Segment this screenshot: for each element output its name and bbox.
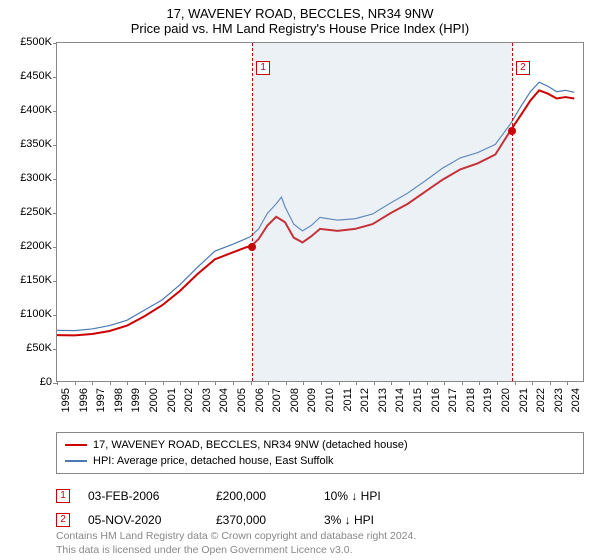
plot-area: 12	[56, 42, 584, 382]
y-axis-label: £0	[4, 376, 52, 388]
sale-marker-box: 2	[516, 61, 530, 75]
sale-row-marker: 1	[56, 489, 70, 503]
y-axis-label: £150K	[4, 274, 52, 286]
title-block: 17, WAVENEY ROAD, BECCLES, NR34 9NW Pric…	[0, 0, 600, 38]
sale-row-delta: 3% ↓ HPI	[324, 513, 434, 527]
x-axis-label: 2009	[306, 388, 318, 412]
legend-box: 17, WAVENEY ROAD, BECCLES, NR34 9NW (det…	[56, 432, 584, 474]
sale-row-marker: 2	[56, 513, 70, 527]
legend-item: HPI: Average price, detached house, East…	[65, 453, 575, 469]
x-axis-label: 2010	[324, 388, 336, 412]
legend-item: 17, WAVENEY ROAD, BECCLES, NR34 9NW (det…	[65, 437, 575, 453]
sale-row: 1 03-FEB-2006 £200,000 10% ↓ HPI	[56, 484, 584, 508]
sale-row-delta: 10% ↓ HPI	[324, 489, 434, 503]
sale-row-date: 03-FEB-2006	[88, 489, 198, 503]
sales-table: 1 03-FEB-2006 £200,000 10% ↓ HPI 2 05-NOV-202…	[56, 484, 584, 532]
sale-vline	[252, 43, 253, 381]
x-axis-label: 1999	[130, 388, 142, 412]
x-axis-label: 2004	[218, 388, 230, 412]
chart-title-subtitle: Price paid vs. HM Land Registry's House …	[0, 21, 600, 36]
y-axis-label: £300K	[4, 172, 52, 184]
legend-swatch	[65, 444, 87, 446]
legend-swatch	[65, 460, 87, 461]
x-axis-label: 1997	[95, 388, 107, 412]
x-axis-label: 2006	[254, 388, 266, 412]
x-axis-label: 1996	[78, 388, 90, 412]
sale-row-date: 05-NOV-2020	[88, 513, 198, 527]
x-axis-label: 2022	[535, 388, 547, 412]
sale-marker-box: 1	[256, 61, 270, 75]
sale-row-price: £370,000	[216, 513, 306, 527]
attribution: Contains HM Land Registry data © Crown c…	[56, 530, 416, 557]
sale-row: 2 05-NOV-2020 £370,000 3% ↓ HPI	[56, 508, 584, 532]
x-axis-label: 2007	[271, 388, 283, 412]
x-axis-label: 2014	[394, 388, 406, 412]
legend-label: 17, WAVENEY ROAD, BECCLES, NR34 9NW (det…	[93, 439, 408, 451]
x-axis-label: 2023	[553, 388, 565, 412]
x-axis-label: 1995	[60, 388, 72, 412]
x-axis-label: 2019	[482, 388, 494, 412]
sale-dot	[508, 127, 516, 135]
x-axis-label: 2024	[570, 388, 582, 412]
x-axis-label: 2003	[201, 388, 213, 412]
legend: 17, WAVENEY ROAD, BECCLES, NR34 9NW (det…	[56, 432, 584, 532]
y-axis-label: £450K	[4, 70, 52, 82]
x-axis-label: 2021	[518, 388, 530, 412]
x-axis-label: 2018	[465, 388, 477, 412]
sale-dot	[248, 243, 256, 251]
attribution-line1: Contains HM Land Registry data © Crown c…	[56, 530, 416, 544]
x-axis-label: 2000	[148, 388, 160, 412]
chart: 12 £0£50K£100K£150K£200K£250K£300K£350K£…	[0, 42, 600, 422]
shaded-period	[252, 43, 512, 381]
attribution-line2: This data is licensed under the Open Gov…	[56, 544, 416, 558]
x-axis-label: 1998	[113, 388, 125, 412]
x-axis-label: 2001	[166, 388, 178, 412]
x-axis-label: 2012	[359, 388, 371, 412]
y-axis-label: £350K	[4, 138, 52, 150]
y-axis-label: £50K	[4, 342, 52, 354]
sale-vline	[512, 43, 513, 381]
y-axis-label: £100K	[4, 308, 52, 320]
x-axis-label: 2017	[447, 388, 459, 412]
y-axis-label: £250K	[4, 206, 52, 218]
sale-row-price: £200,000	[216, 489, 306, 503]
x-axis-label: 2013	[377, 388, 389, 412]
x-axis-label: 2008	[289, 388, 301, 412]
x-axis-label: 2005	[236, 388, 248, 412]
y-axis-label: £500K	[4, 36, 52, 48]
y-axis-label: £200K	[4, 240, 52, 252]
x-axis-label: 2016	[430, 388, 442, 412]
legend-label: HPI: Average price, detached house, East…	[93, 455, 334, 467]
x-axis-label: 2011	[342, 388, 354, 412]
x-axis-label: 2002	[183, 388, 195, 412]
y-axis-label: £400K	[4, 104, 52, 116]
x-axis-label: 2020	[500, 388, 512, 412]
chart-title-address: 17, WAVENEY ROAD, BECCLES, NR34 9NW	[0, 6, 600, 21]
x-axis-label: 2015	[412, 388, 424, 412]
